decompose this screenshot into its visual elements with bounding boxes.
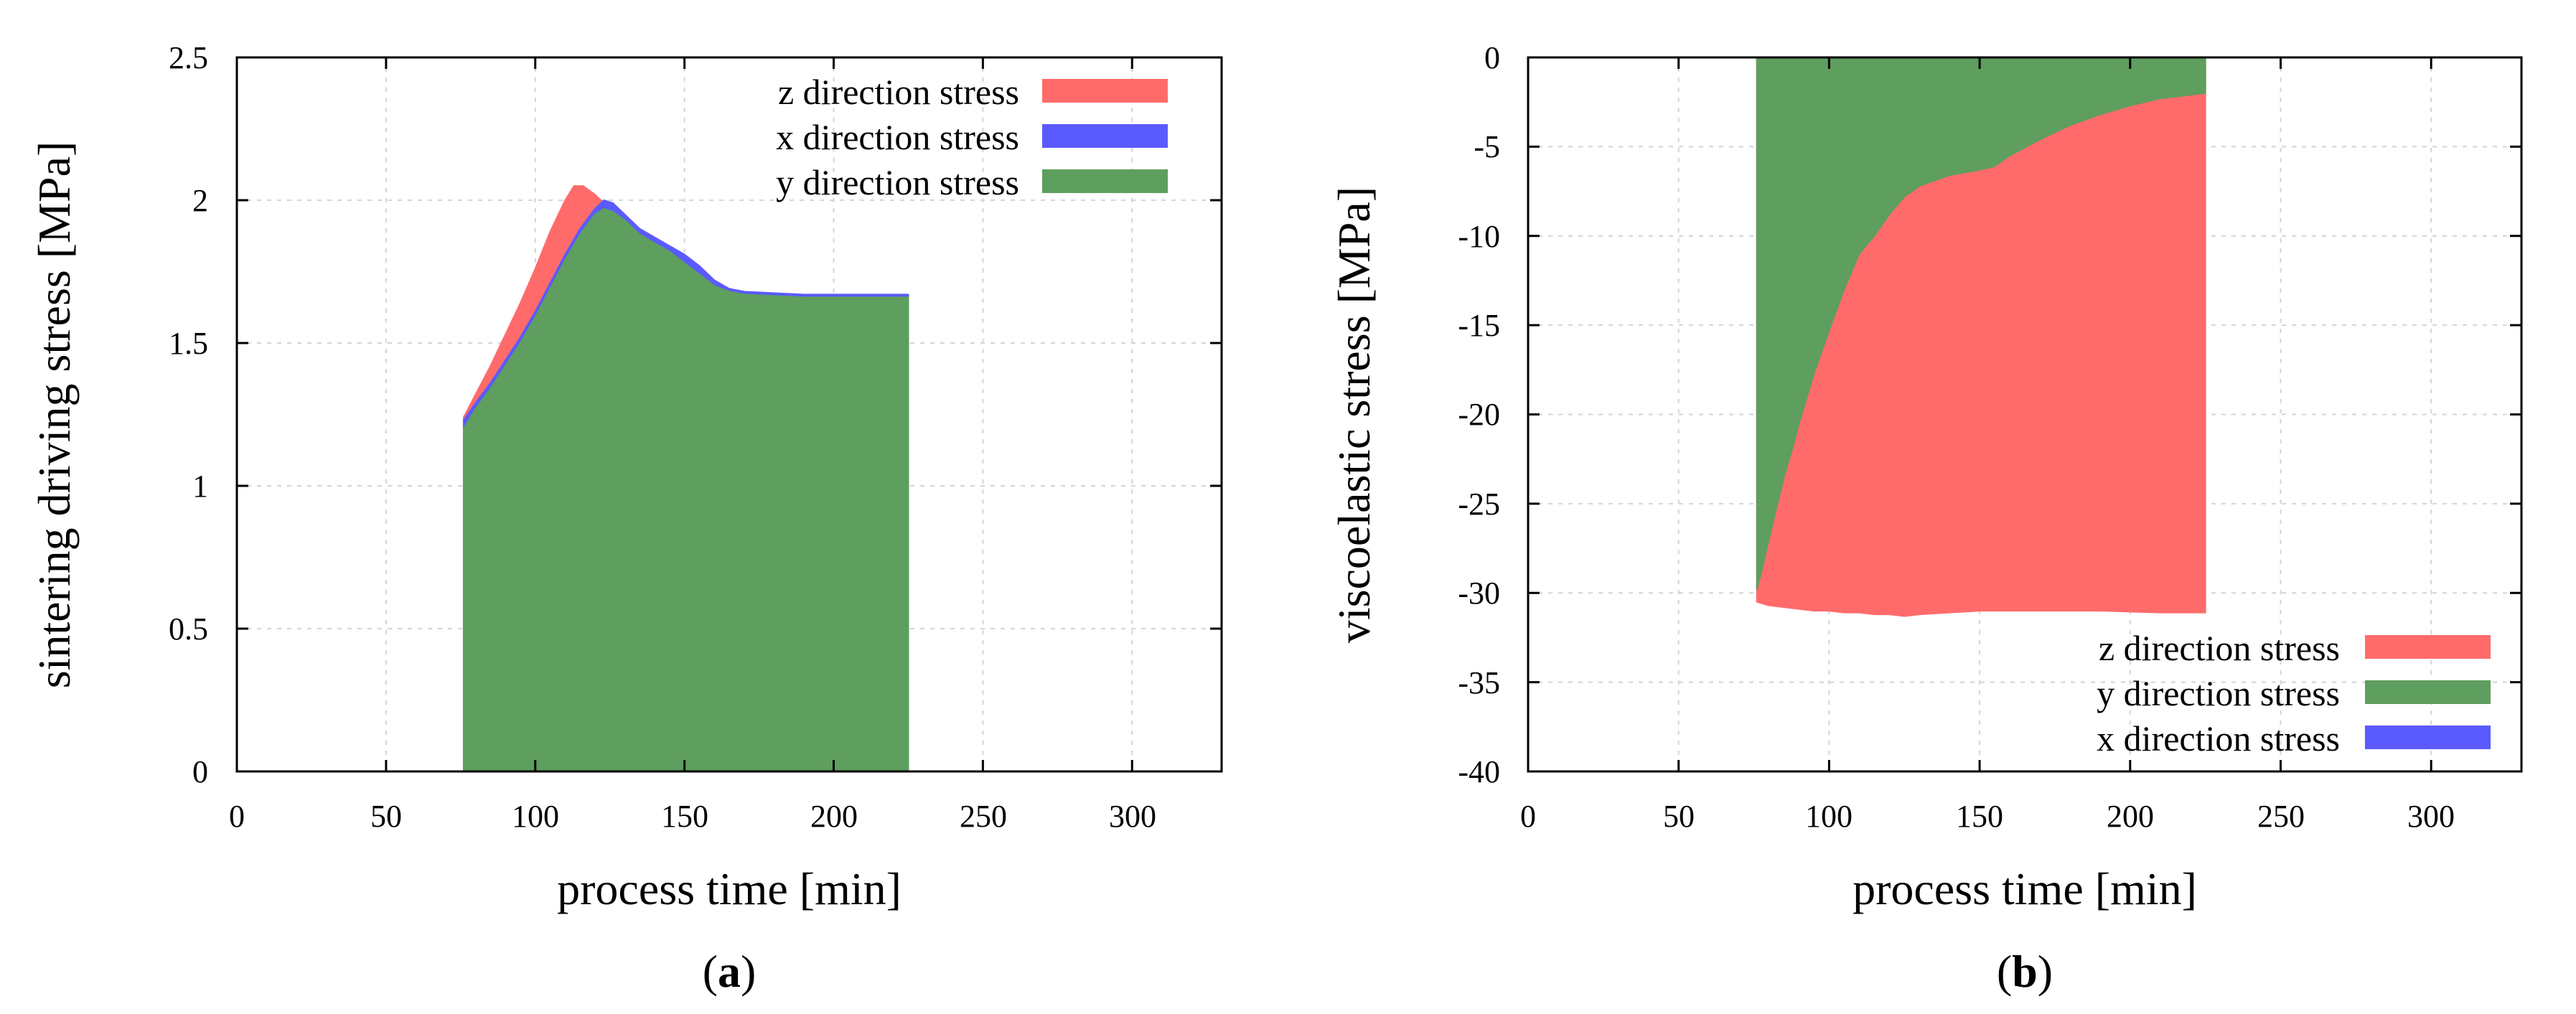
chart-panel-a: 0 50 100 150 200 250 300 0 0.5 1 1.5 2 2… <box>29 40 1223 997</box>
legend-swatch <box>2365 726 2491 749</box>
x-tick-label: 50 <box>370 799 402 834</box>
y-axis-label-b: viscoelastic stress [MPa] <box>1329 187 1380 643</box>
y-tick-label: -25 <box>1458 487 1500 522</box>
legend-entry-label: x direction stress <box>776 117 1019 157</box>
x-tick-label: 150 <box>1956 799 2003 834</box>
legend-swatch <box>1042 124 1168 148</box>
legend-swatch <box>2365 680 2491 704</box>
series-area-y-direction <box>462 207 909 772</box>
caption-a: (a) <box>703 946 757 997</box>
x-tick-label: 50 <box>1663 799 1695 834</box>
x-tick-label: 250 <box>2257 799 2305 834</box>
x-tick-label: 300 <box>1109 799 1156 834</box>
x-tick-label: 250 <box>960 799 1007 834</box>
x-tick-label: 100 <box>512 799 559 834</box>
y-tick-label: 2.5 <box>169 40 208 75</box>
y-tick-label: 0.5 <box>169 611 208 647</box>
x-tick-label: 0 <box>229 799 245 834</box>
x-tick-label: 150 <box>661 799 708 834</box>
y-tick-label: 1 <box>192 469 208 504</box>
ticks-a <box>235 56 1222 773</box>
y-tick-label: 0 <box>192 754 208 789</box>
legend-entry-label: z direction stress <box>778 72 1019 112</box>
legend-swatch <box>1042 79 1168 103</box>
plot-frame-a <box>235 56 1223 773</box>
series-area-y-direction <box>1756 57 2206 591</box>
y-tick-label: -40 <box>1458 754 1500 789</box>
legend-entry-label: y direction stress <box>2097 673 2340 713</box>
y-tick-label: -5 <box>1474 129 1500 164</box>
x-tick-label: 100 <box>1805 799 1853 834</box>
svg-text:(a): (a) <box>703 946 757 997</box>
x-tick-label: 300 <box>2407 799 2455 834</box>
x-tick-label: 200 <box>810 799 858 834</box>
y-tick-label: -20 <box>1458 397 1500 432</box>
legend-b: z direction stress y direction stress x … <box>2097 628 2491 759</box>
y-tick-label: -35 <box>1458 665 1500 700</box>
y-tick-label: 1.5 <box>169 326 208 361</box>
legend-swatch <box>2365 635 2491 659</box>
x-axis-label-a: process time [min] <box>557 863 901 914</box>
series-layer-a <box>462 185 909 772</box>
legend-entry-label: x direction stress <box>2097 718 2340 759</box>
caption-b: (b) <box>1997 946 2053 997</box>
legend-entry-label: y direction stress <box>776 162 1019 202</box>
chart-panel-b: 0 50 100 150 200 250 300 -40 -35 -30 -25… <box>1329 40 2523 997</box>
legend-swatch <box>1042 169 1168 193</box>
legend-entry-label: z direction stress <box>2099 628 2340 668</box>
x-axis-label-b: process time [min] <box>1853 863 2197 914</box>
y-tick-label: -10 <box>1458 219 1500 254</box>
series-layer-b <box>1756 57 2206 617</box>
y-tick-label: 0 <box>1484 40 1500 75</box>
y-tick-label: 2 <box>192 183 208 218</box>
ticks-b <box>1527 56 2521 773</box>
y-tick-label: -15 <box>1458 308 1500 343</box>
x-tick-label: 200 <box>2107 799 2154 834</box>
legend-a: z direction stress x direction stress y … <box>776 72 1168 202</box>
x-tick-label: 0 <box>1520 799 1536 834</box>
y-tick-label: -30 <box>1458 576 1500 611</box>
y-axis-label-a: sintering driving stress [MPa] <box>29 141 80 689</box>
svg-text:(b): (b) <box>1997 946 2053 997</box>
